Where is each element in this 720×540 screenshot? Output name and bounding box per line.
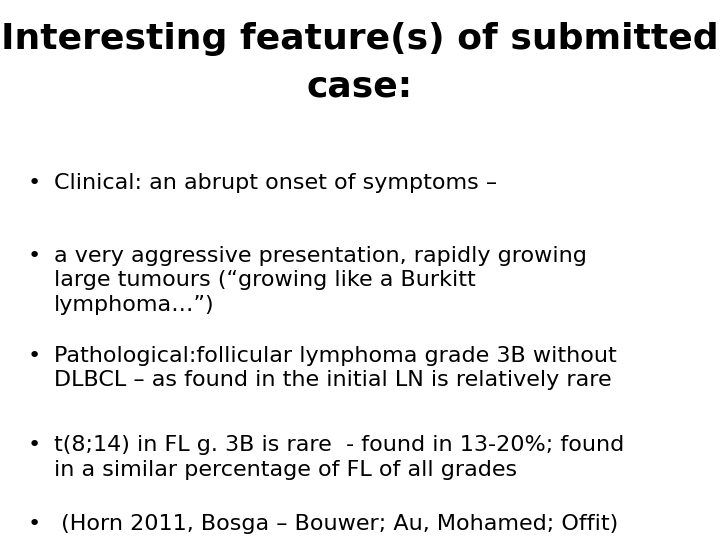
Text: •: • xyxy=(27,514,40,534)
Text: Pathological:follicular lymphoma grade 3B without
DLBCL – as found in the initia: Pathological:follicular lymphoma grade 3… xyxy=(54,346,617,390)
Text: Interesting feature(s) of submitted
case:: Interesting feature(s) of submitted case… xyxy=(1,22,719,103)
Text: Clinical: an abrupt onset of symptoms –: Clinical: an abrupt onset of symptoms – xyxy=(54,173,497,193)
Text: •: • xyxy=(27,173,40,193)
Text: •: • xyxy=(27,435,40,455)
Text: (Horn 2011, Bosga – Bouwer; Au, Mohamed; Offit): (Horn 2011, Bosga – Bouwer; Au, Mohamed;… xyxy=(54,514,618,534)
Text: •: • xyxy=(27,346,40,366)
Text: t(8;14) in FL g. 3B is rare  - found in 13-20%; found
in a similar percentage of: t(8;14) in FL g. 3B is rare - found in 1… xyxy=(54,435,624,480)
Text: •: • xyxy=(27,246,40,266)
Text: a very aggressive presentation, rapidly growing
large tumours (“growing like a B: a very aggressive presentation, rapidly … xyxy=(54,246,587,315)
